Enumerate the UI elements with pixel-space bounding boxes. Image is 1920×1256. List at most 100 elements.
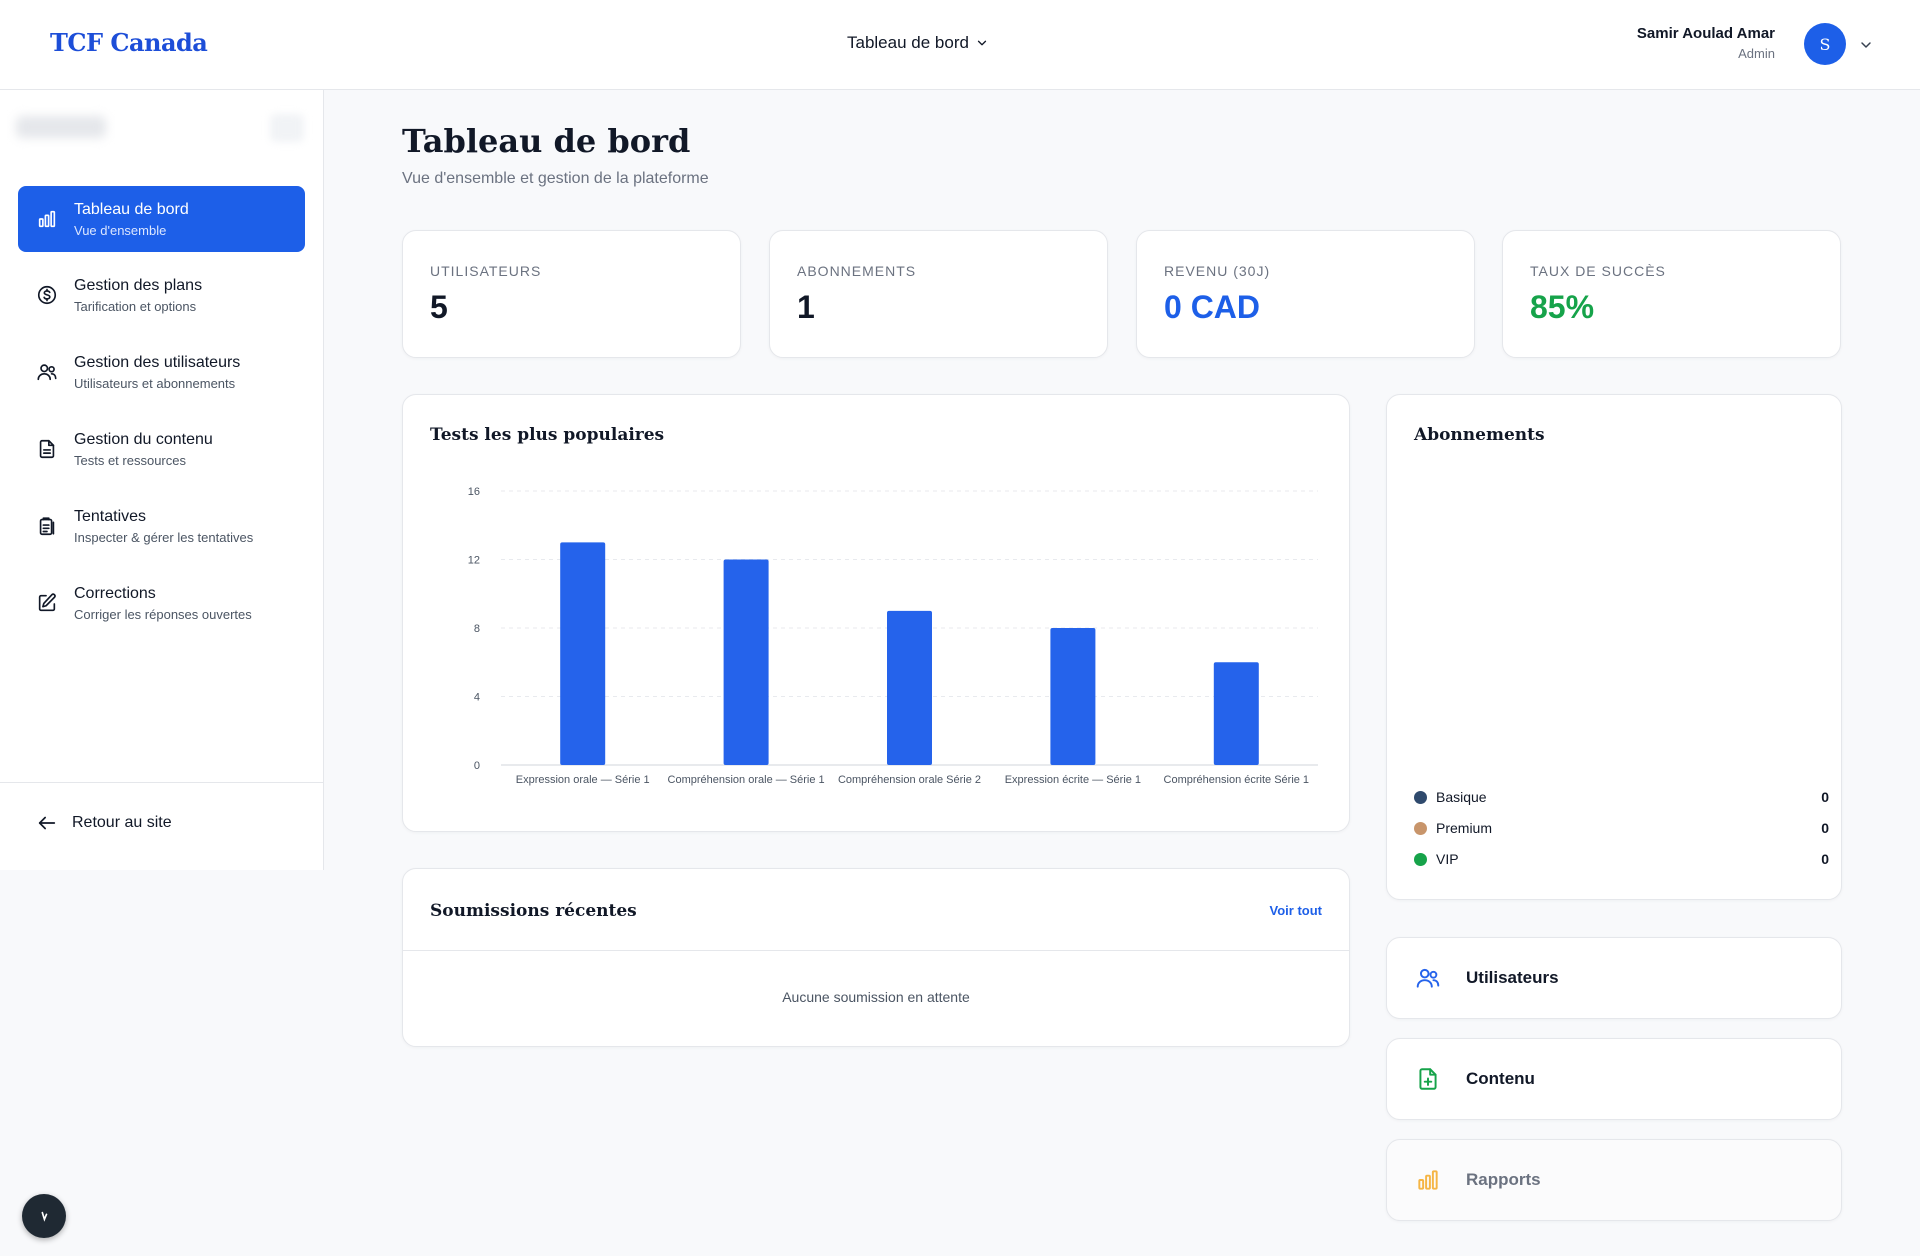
- top-header: TCF Canada Tableau de bord Samir Aoulad …: [0, 0, 1920, 90]
- y-tick-label: 4: [474, 692, 480, 704]
- chevron-down-icon: [977, 40, 987, 46]
- document-icon: [39, 439, 55, 459]
- legend-item-premium: Premium 0: [1414, 820, 1829, 836]
- sidebar-item-subtitle: Vue d'ensemble: [74, 222, 167, 238]
- arrow-left-icon: [38, 816, 56, 830]
- users-icon: [37, 364, 57, 381]
- y-tick-label: 0: [474, 760, 480, 772]
- quick-link-rapports[interactable]: Rapports: [1386, 1139, 1842, 1221]
- dollar-circle-icon: [37, 285, 57, 305]
- compass-icon: [41, 1211, 48, 1222]
- popular-tests-title: Tests les plus populaires: [430, 425, 665, 445]
- sidebar-item-title: Tentatives: [74, 507, 147, 525]
- x-tick-label: Expression orale — Série 1: [516, 774, 650, 786]
- legend-item-basique: Basique 0: [1414, 789, 1829, 805]
- stat-value: 1: [797, 289, 815, 325]
- chevron-down-icon[interactable]: [1858, 37, 1874, 53]
- dashboard-nav-dropdown[interactable]: Tableau de bord: [847, 33, 989, 53]
- sidebar-item-tableau-de-bord[interactable]: Tableau de bord Vue d'ensemble: [18, 186, 305, 252]
- subscriptions-title: Abonnements: [1414, 425, 1545, 445]
- quick-link-label: Contenu: [1466, 1069, 1535, 1088]
- sidebar-item-title: Corrections: [74, 584, 156, 602]
- back-to-site-label: Retour au site: [72, 814, 172, 831]
- sidebar-item-title: Gestion des plans: [74, 276, 203, 294]
- stat-card-revenu: REVENU (30J) 0 CAD: [1136, 230, 1475, 358]
- legend-dot: [1414, 821, 1427, 835]
- sidebar-item-corrections[interactable]: Corrections Corriger les réponses ouvert…: [18, 570, 305, 636]
- chart-bar[interactable]: [1213, 662, 1259, 765]
- quick-link-label: Rapports: [1466, 1170, 1541, 1189]
- legend-label: Premium: [1436, 820, 1493, 836]
- recent-submissions-title: Soumissions récentes: [430, 901, 637, 921]
- sidebar-item-title: Gestion du contenu: [74, 430, 213, 448]
- empty-state-message: Aucune soumission en attente: [782, 989, 970, 1005]
- stat-value: 85%: [1530, 289, 1595, 325]
- stat-label: ABONNEMENTS: [797, 263, 917, 279]
- divider: [403, 950, 1349, 951]
- popular-tests-card: Tests les plus populaires 0 4 8 12 16 Express…: [402, 394, 1350, 832]
- quick-link-contenu[interactable]: Contenu: [1386, 1038, 1842, 1120]
- legend-value: 0: [1821, 789, 1829, 805]
- brand-logo[interactable]: TCF Canada: [50, 28, 208, 57]
- x-tick-label: Compréhension écrite Série 1: [1164, 774, 1310, 786]
- sidebar-item-subtitle: Tests et ressources: [74, 452, 186, 468]
- quick-link-label: Utilisateurs: [1466, 968, 1559, 987]
- y-tick-label: 8: [474, 623, 480, 635]
- stat-value: 0 CAD: [1164, 289, 1261, 325]
- nav-dropdown-label: Tableau de bord: [847, 33, 969, 52]
- sidebar-item-gestion-des-plans[interactable]: Gestion des plans Tarification et option…: [18, 262, 305, 328]
- chart-bar[interactable]: [1050, 628, 1096, 765]
- sidebar-item-tentatives[interactable]: Tentatives Inspecter & gérer les tentati…: [18, 493, 305, 559]
- quick-link-utilisateurs[interactable]: Utilisateurs: [1386, 937, 1842, 1019]
- user-role: Admin: [1738, 46, 1775, 61]
- floating-assistant-button[interactable]: [22, 1194, 66, 1238]
- legend-value: 0: [1821, 851, 1829, 867]
- sidebar-divider: [0, 782, 324, 783]
- bar-chart-icon: [38, 210, 56, 228]
- sidebar: Tableau de bord Vue d'ensemble Gestion d…: [0, 90, 324, 870]
- clipboard-icon: [39, 517, 55, 536]
- recent-submissions-card: Soumissions récentes Voir tout Aucune so…: [402, 868, 1350, 1047]
- user-name: Samir Aoulad Amar: [1636, 25, 1775, 42]
- sidebar-blurred-toggle[interactable]: [270, 114, 304, 142]
- sidebar-item-subtitle: Inspecter & gérer les tentatives: [74, 529, 254, 545]
- y-tick-label: 12: [468, 555, 480, 567]
- stat-card-utilisateurs: UTILISATEURS 5: [402, 230, 741, 358]
- legend-dot: [1414, 852, 1427, 866]
- popular-tests-chart: 0 4 8 12 16 Expression orale — Série 1 Compréh…: [468, 486, 1318, 786]
- page-subtitle: Vue d'ensemble et gestion de la platefor…: [402, 170, 709, 187]
- chart-bar[interactable]: [560, 542, 606, 765]
- stat-card-taux-de-succes: TAUX DE SUCCÈS 85%: [1502, 230, 1841, 358]
- page-title: Tableau de bord: [402, 122, 691, 160]
- legend-label: Basique: [1436, 789, 1487, 805]
- back-to-site-link[interactable]: Retour au site: [36, 812, 172, 834]
- sidebar-item-subtitle: Utilisateurs et abonnements: [74, 375, 236, 391]
- y-tick-label: 16: [468, 486, 480, 498]
- x-tick-label: Compréhension orale — Série 1: [668, 774, 825, 786]
- file-plus-icon: [1419, 1068, 1437, 1090]
- stat-value: 5: [430, 289, 448, 325]
- sidebar-item-title: Gestion des utilisateurs: [74, 353, 241, 371]
- sidebar-blurred-label: [16, 116, 106, 138]
- x-tick-label: Compréhension orale Série 2: [838, 774, 981, 786]
- chart-bar[interactable]: [723, 559, 769, 766]
- chart-bar[interactable]: [887, 610, 932, 765]
- avatar[interactable]: S: [1804, 23, 1846, 65]
- stat-label: TAUX DE SUCCÈS: [1530, 263, 1666, 279]
- legend-label: VIP: [1436, 851, 1459, 867]
- legend-value: 0: [1821, 820, 1829, 836]
- user-info: Samir Aoulad Amar Admin: [1637, 25, 1775, 61]
- x-tick-label: Expression écrite — Série 1: [1005, 774, 1141, 786]
- bar-chart-icon: [1418, 1170, 1438, 1190]
- subscriptions-card: Abonnements Basique 0 Premium 0 VIP 0: [1386, 394, 1842, 900]
- sidebar-item-gestion-du-contenu[interactable]: Gestion du contenu Tests et ressources: [18, 416, 305, 482]
- legend-item-vip: VIP 0: [1414, 851, 1829, 867]
- legend-dot: [1414, 790, 1427, 804]
- view-all-link[interactable]: Voir tout: [1269, 903, 1322, 918]
- stat-label: REVENU (30J): [1164, 263, 1271, 279]
- sidebar-item-gestion-des-utilisateurs[interactable]: Gestion des utilisateurs Utilisateurs et…: [18, 339, 305, 405]
- stat-card-abonnements: ABONNEMENTS 1: [769, 230, 1108, 358]
- sidebar-item-subtitle: Tarification et options: [74, 298, 197, 314]
- stat-label: UTILISATEURS: [430, 263, 542, 279]
- sidebar-item-title: Tableau de bord: [74, 200, 189, 218]
